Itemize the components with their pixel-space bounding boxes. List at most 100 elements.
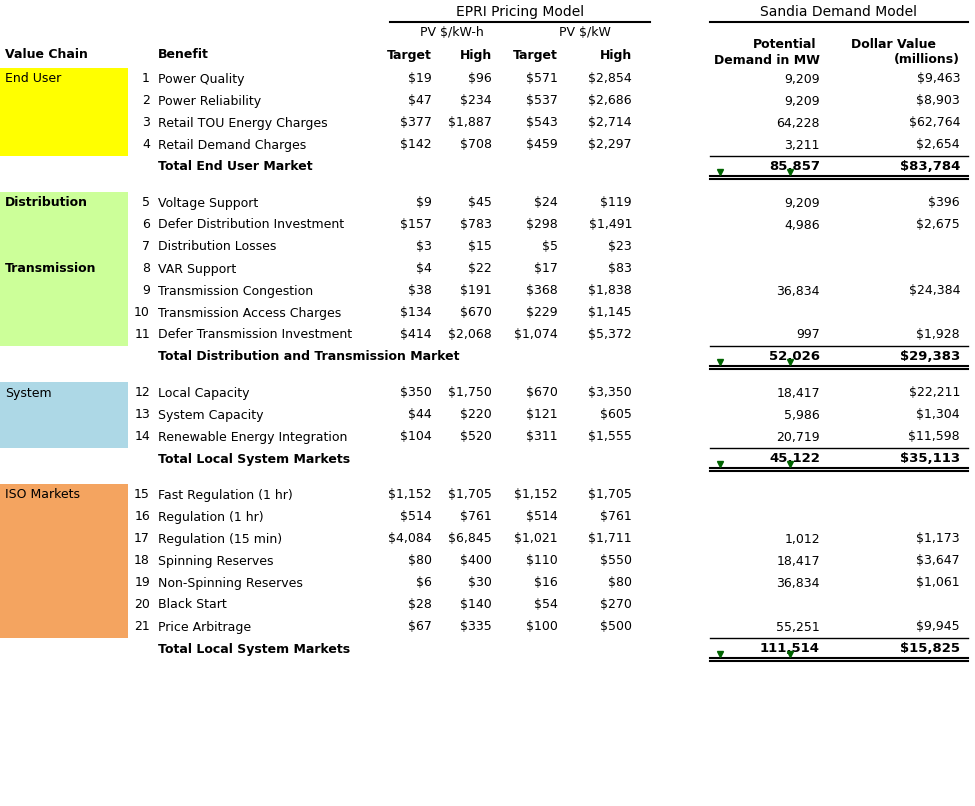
Text: Target: Target: [513, 48, 558, 61]
Text: Regulation (1 hr): Regulation (1 hr): [158, 510, 263, 524]
Text: $2,686: $2,686: [588, 94, 632, 107]
Text: $80: $80: [408, 555, 432, 567]
Text: Local Capacity: Local Capacity: [158, 387, 250, 400]
Text: Regulation (15 min): Regulation (15 min): [158, 533, 282, 546]
Text: $229: $229: [526, 306, 558, 319]
Text: End User: End User: [5, 73, 61, 85]
Text: $2,714: $2,714: [588, 117, 632, 130]
Text: Fast Regulation (1 hr): Fast Regulation (1 hr): [158, 488, 292, 501]
Text: $2,297: $2,297: [588, 139, 632, 152]
Text: $1,555: $1,555: [588, 430, 632, 443]
Text: Target: Target: [387, 48, 432, 61]
Bar: [0, 484, 128, 638]
Text: Potential: Potential: [753, 38, 816, 51]
Text: 20: 20: [135, 599, 150, 612]
Text: Black Start: Black Start: [158, 599, 227, 612]
Text: $1,304: $1,304: [916, 409, 960, 422]
Text: 20,719: 20,719: [776, 430, 820, 443]
Text: Price Arbitrage: Price Arbitrage: [158, 621, 252, 634]
Text: $514: $514: [526, 510, 558, 524]
Text: 4: 4: [142, 139, 150, 152]
Text: $104: $104: [401, 430, 432, 443]
Text: 17: 17: [135, 533, 150, 546]
Bar: [0, 258, 128, 346]
Text: $8,903: $8,903: [916, 94, 960, 107]
Text: $2,654: $2,654: [916, 139, 960, 152]
Text: 9,209: 9,209: [784, 73, 820, 85]
Text: $142: $142: [401, 139, 432, 152]
Text: $28: $28: [409, 599, 432, 612]
Text: System: System: [5, 387, 52, 400]
Text: $1,491: $1,491: [589, 218, 632, 231]
Text: 14: 14: [135, 430, 150, 443]
Text: $80: $80: [608, 576, 632, 589]
Text: $1,711: $1,711: [588, 533, 632, 546]
Text: 85,857: 85,857: [769, 160, 820, 173]
Text: $83,784: $83,784: [900, 160, 960, 173]
Text: 55,251: 55,251: [776, 621, 820, 634]
Text: 5,986: 5,986: [784, 409, 820, 422]
Text: PV $/kW-h: PV $/kW-h: [420, 27, 484, 39]
Text: $119: $119: [601, 197, 632, 210]
Text: $335: $335: [460, 621, 492, 634]
Text: Total End User Market: Total End User Market: [158, 160, 313, 173]
Text: $22: $22: [468, 263, 492, 276]
Text: Voltage Support: Voltage Support: [158, 197, 258, 210]
Text: 10: 10: [135, 306, 150, 319]
Text: 12: 12: [135, 387, 150, 400]
Text: $270: $270: [601, 599, 632, 612]
Text: $605: $605: [601, 409, 632, 422]
Text: $2,675: $2,675: [916, 218, 960, 231]
Text: $96: $96: [468, 73, 492, 85]
Text: $550: $550: [600, 555, 632, 567]
Text: $543: $543: [526, 117, 558, 130]
Text: Value Chain: Value Chain: [5, 48, 88, 61]
Text: Retail Demand Charges: Retail Demand Charges: [158, 139, 306, 152]
Text: $134: $134: [401, 306, 432, 319]
Bar: [0, 68, 128, 156]
Text: $1,152: $1,152: [388, 488, 432, 501]
Text: $1,173: $1,173: [916, 533, 960, 546]
Text: Spinning Reserves: Spinning Reserves: [158, 555, 274, 567]
Text: High: High: [460, 48, 492, 61]
Text: $1,145: $1,145: [588, 306, 632, 319]
Text: Sandia Demand Model: Sandia Demand Model: [760, 5, 917, 19]
Text: Retail TOU Energy Charges: Retail TOU Energy Charges: [158, 117, 328, 130]
Text: $44: $44: [409, 409, 432, 422]
Text: 6: 6: [142, 218, 150, 231]
Text: $571: $571: [526, 73, 558, 85]
Text: 5: 5: [142, 197, 150, 210]
Text: 15: 15: [135, 488, 150, 501]
Text: $368: $368: [526, 285, 558, 297]
Text: $62,764: $62,764: [909, 117, 960, 130]
Text: $400: $400: [460, 555, 492, 567]
Text: 18,417: 18,417: [776, 555, 820, 567]
Text: 64,228: 64,228: [776, 117, 820, 130]
Text: System Capacity: System Capacity: [158, 409, 263, 422]
Text: $350: $350: [400, 387, 432, 400]
Text: Defer Distribution Investment: Defer Distribution Investment: [158, 218, 344, 231]
Text: 11: 11: [135, 329, 150, 342]
Text: $311: $311: [526, 430, 558, 443]
Text: Total Local System Markets: Total Local System Markets: [158, 452, 350, 466]
Text: $100: $100: [526, 621, 558, 634]
Text: $38: $38: [409, 285, 432, 297]
Text: $1,061: $1,061: [916, 576, 960, 589]
Text: High: High: [600, 48, 632, 61]
Text: Renewable Energy Integration: Renewable Energy Integration: [158, 430, 347, 443]
Text: EPRI Pricing Model: EPRI Pricing Model: [456, 5, 584, 19]
Bar: [0, 382, 128, 448]
Text: $6: $6: [416, 576, 432, 589]
Text: 3,211: 3,211: [785, 139, 820, 152]
Text: $670: $670: [526, 387, 558, 400]
Text: $47: $47: [409, 94, 432, 107]
Text: $19: $19: [409, 73, 432, 85]
Text: (millions): (millions): [894, 53, 960, 67]
Text: Power Reliability: Power Reliability: [158, 94, 261, 107]
Text: $83: $83: [608, 263, 632, 276]
Text: $234: $234: [460, 94, 492, 107]
Text: $191: $191: [460, 285, 492, 297]
Text: $45: $45: [468, 197, 492, 210]
Text: ISO Markets: ISO Markets: [5, 488, 80, 501]
Text: PV $/kW: PV $/kW: [559, 27, 611, 39]
